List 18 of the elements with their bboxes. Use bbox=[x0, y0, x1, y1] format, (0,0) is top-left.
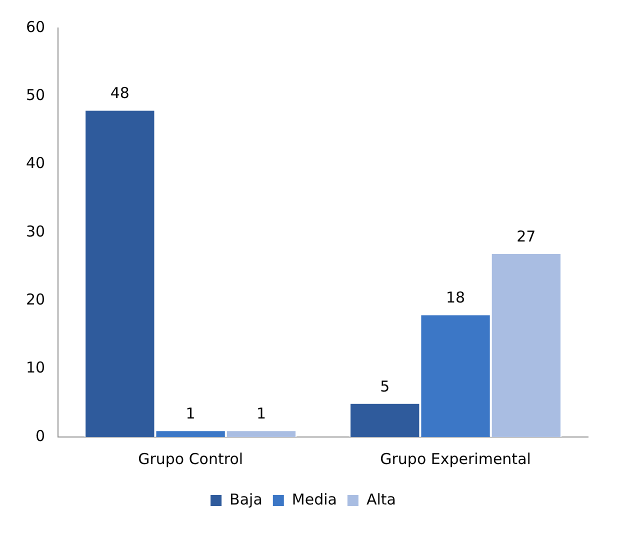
x-tick-label: Grupo Control bbox=[138, 450, 244, 468]
y-tick-label: 0 bbox=[36, 426, 46, 445]
y-tick-label: 40 bbox=[26, 154, 46, 172]
data-label: 18 bbox=[446, 288, 466, 307]
y-tick-label: 60 bbox=[26, 18, 46, 36]
x-tick-label: Grupo Experimental bbox=[380, 450, 531, 468]
y-tick-label: 30 bbox=[26, 222, 46, 240]
y-tick-label: 50 bbox=[26, 86, 46, 104]
legend-label: Baja bbox=[230, 490, 262, 508]
data-label: 5 bbox=[380, 377, 390, 396]
legend-label: Media bbox=[292, 490, 337, 508]
data-label: 48 bbox=[110, 84, 130, 102]
data-label: 1 bbox=[186, 404, 196, 423]
legend-label: Alta bbox=[366, 490, 396, 508]
y-tick-label: 10 bbox=[26, 358, 46, 377]
y-tick-label: 20 bbox=[26, 290, 46, 309]
data-label: 27 bbox=[516, 227, 536, 246]
data-label: 1 bbox=[256, 404, 266, 423]
